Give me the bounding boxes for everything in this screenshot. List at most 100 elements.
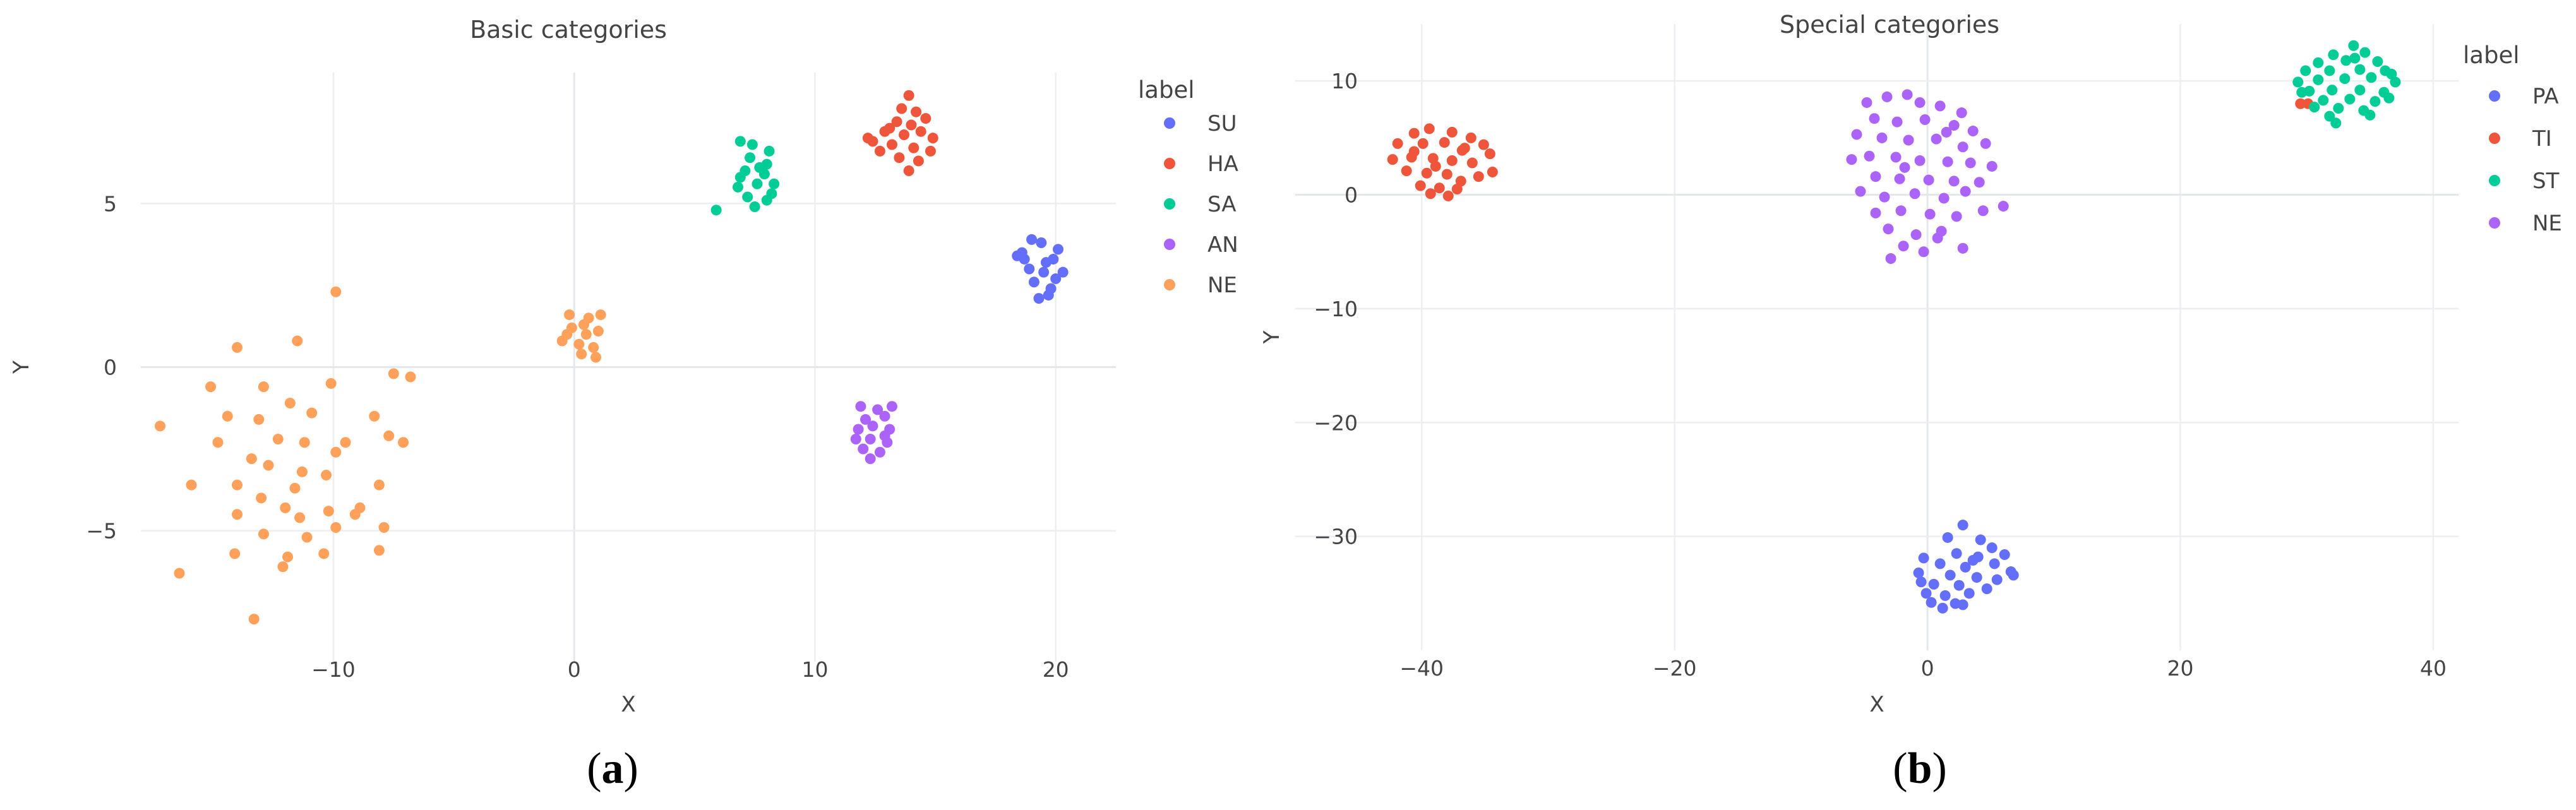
a-point-ne xyxy=(576,348,587,360)
a-legend-marker-sa xyxy=(1164,198,1175,210)
b-point-st xyxy=(2292,76,2304,88)
a-point-ne xyxy=(294,512,306,523)
b-point-pa xyxy=(1942,532,1953,543)
b-point-ne xyxy=(1957,141,1968,153)
a-point-ne xyxy=(289,482,301,494)
b-point-pa xyxy=(1944,569,1956,581)
b-point-ne xyxy=(1998,201,2009,212)
a-point-ne xyxy=(383,430,395,441)
a-point-ne xyxy=(330,286,342,297)
b-x-axis-title: X xyxy=(1869,692,1884,717)
b-point-pa xyxy=(1920,588,1932,599)
a-point-su xyxy=(1026,234,1038,245)
b-point-pa xyxy=(1951,548,1962,559)
b-point-st xyxy=(2390,76,2401,88)
a-point-ne xyxy=(246,453,257,465)
a-point-ne xyxy=(154,420,165,432)
b-y-tick-label: 10 xyxy=(1331,69,1358,93)
b-point-ne xyxy=(1957,242,1968,254)
b-point-ne xyxy=(1910,229,1922,241)
b-y-axis-title: Y xyxy=(1259,330,1285,344)
b-point-ti xyxy=(1408,146,1420,157)
b-point-ne xyxy=(1918,246,1929,258)
b-point-ne xyxy=(1861,97,1872,108)
a-point-ne xyxy=(296,466,308,477)
b-point-pa xyxy=(1999,549,2010,560)
b-caption-letter: b xyxy=(1908,744,1932,793)
a-series-ne xyxy=(154,286,606,625)
a-point-ne xyxy=(212,437,224,448)
b-point-pa xyxy=(1915,576,1927,588)
b-gridlines xyxy=(1295,24,2459,650)
b-point-st xyxy=(2344,93,2356,105)
a-point-sa xyxy=(749,201,760,213)
b-point-pa xyxy=(1913,567,1924,578)
a-point-su xyxy=(1057,266,1069,278)
a-point-ha xyxy=(925,145,936,157)
a-y-tick-label: −5 xyxy=(86,519,117,544)
b-point-ne xyxy=(1891,116,1903,128)
a-point-ne xyxy=(277,561,289,573)
b-caption-close-paren: ) xyxy=(1932,744,1946,793)
a-y-tick-label: 5 xyxy=(104,191,117,216)
b-point-ne xyxy=(1885,253,1896,265)
a-point-ne xyxy=(284,398,296,409)
b-point-st xyxy=(2339,73,2351,85)
a-chart-title: Basic categories xyxy=(470,16,667,44)
a-caption-letter: a xyxy=(602,744,624,793)
b-legend-title: label xyxy=(2463,42,2519,69)
b-point-ti xyxy=(1451,184,1463,195)
a-point-ha xyxy=(894,152,905,164)
b-point-ne xyxy=(1965,157,1976,169)
b-point-pa xyxy=(1957,520,1968,531)
a-point-ha xyxy=(862,133,873,144)
a-point-ha xyxy=(896,103,908,114)
a-legend-label-an: AN xyxy=(1207,232,1238,258)
b-point-ne xyxy=(1980,138,1991,149)
a-point-an xyxy=(850,434,861,445)
a-point-ne xyxy=(231,509,243,520)
b-point-ne xyxy=(1909,188,1920,200)
a-point-ne xyxy=(340,437,351,448)
b-point-ne xyxy=(1870,207,1881,218)
a-gridlines xyxy=(141,73,1116,662)
a-legend-marker-an xyxy=(1164,239,1175,250)
a-point-ne xyxy=(248,614,260,625)
b-point-st xyxy=(2349,52,2361,64)
a-point-su xyxy=(1048,253,1059,265)
a-legend-title: label xyxy=(1138,76,1194,104)
a-series-an xyxy=(850,401,897,465)
a-point-sa xyxy=(769,178,780,189)
b-point-ne xyxy=(1919,114,1931,126)
b-point-ne xyxy=(1938,193,1950,204)
a-point-su xyxy=(1028,277,1039,288)
b-point-ne xyxy=(1948,176,1960,187)
a-point-an xyxy=(865,434,876,445)
a-caption: (a) xyxy=(587,744,638,793)
b-point-st xyxy=(2313,74,2324,85)
a-point-ne xyxy=(590,352,602,363)
a-point-an xyxy=(855,401,866,412)
b-point-st xyxy=(2333,102,2344,114)
a-x-tick-label: 10 xyxy=(801,657,828,682)
a-point-ha xyxy=(915,126,926,137)
b-point-ti xyxy=(1401,165,1412,177)
a-legend-marker-ha xyxy=(1164,158,1175,169)
b-point-ne xyxy=(1923,174,1934,186)
a-point-su xyxy=(1012,250,1023,261)
b-point-pa xyxy=(1967,555,1979,566)
a-point-ha xyxy=(884,122,896,134)
a-point-an xyxy=(860,414,872,425)
a-point-sa xyxy=(734,136,746,147)
b-point-ti xyxy=(1441,169,1453,180)
a-point-ne xyxy=(373,545,385,556)
b-point-st xyxy=(2313,57,2324,68)
a-point-ne xyxy=(580,329,592,340)
a-point-ne xyxy=(588,342,599,353)
b-point-pa xyxy=(1989,558,2000,569)
b-point-ne xyxy=(1932,232,1943,244)
a-point-ne xyxy=(378,521,390,533)
a-point-ne xyxy=(325,378,337,389)
a-point-sa xyxy=(732,181,743,193)
